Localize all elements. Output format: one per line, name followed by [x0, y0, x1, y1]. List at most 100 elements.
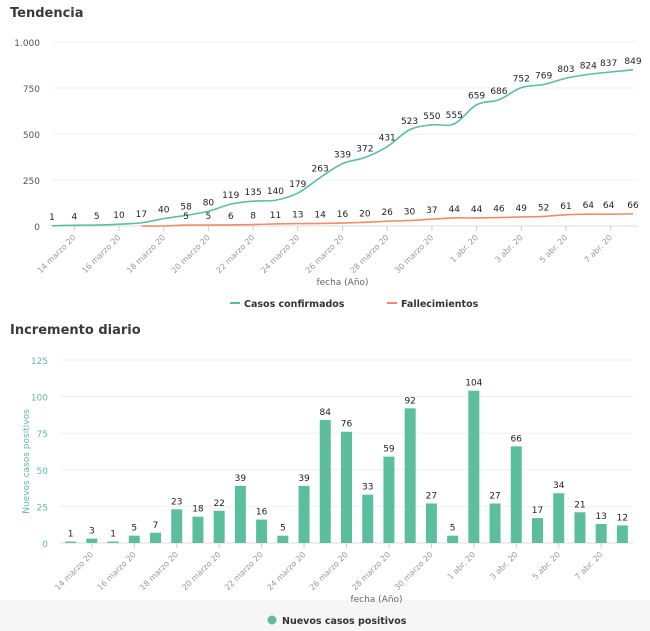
x-tick-label: 28 marzo 20	[350, 550, 392, 592]
y-tick-label: 75	[37, 430, 48, 440]
data-label: 21	[574, 500, 585, 510]
data-label: 5	[131, 524, 137, 534]
x-tick-label: 3 abr. 20	[488, 550, 519, 581]
data-label: 6	[228, 212, 234, 222]
y-tick-label: 25	[37, 503, 48, 513]
data-label: 372	[356, 145, 373, 155]
data-label: 119	[222, 191, 239, 201]
data-label: 3	[89, 527, 95, 537]
data-label: 39	[298, 474, 310, 484]
data-label: 76	[341, 420, 353, 430]
data-label: 30	[404, 207, 416, 217]
bar	[234, 485, 246, 543]
bar	[383, 456, 395, 543]
x-tick-label: 22 marzo 20	[214, 233, 256, 275]
y-tick-label: 250	[23, 177, 40, 187]
data-label: 339	[334, 151, 351, 161]
bar	[489, 503, 501, 543]
x-tick-label: 5 abr. 20	[538, 233, 569, 264]
bar	[213, 510, 225, 543]
daily-chart-title: Incremento diario	[10, 323, 141, 338]
data-label: 20	[359, 209, 371, 219]
x-tick-label: 26 marzo 20	[304, 233, 346, 275]
data-label: 1	[110, 530, 116, 540]
data-label: 10	[113, 211, 125, 221]
data-label: 23	[171, 497, 182, 507]
x-tick-label: 14 marzo 20	[36, 233, 78, 275]
legend-swatch	[267, 615, 277, 625]
x-tick-label: 28 marzo 20	[349, 233, 391, 275]
data-label: 14	[314, 210, 326, 220]
data-label: 66	[511, 434, 523, 444]
data-label: 1	[49, 213, 55, 223]
data-label: 34	[553, 481, 565, 491]
data-label: 13	[292, 211, 303, 221]
bar	[595, 523, 607, 543]
data-label: 33	[362, 483, 373, 493]
data-label: 13	[595, 512, 606, 522]
legend-label: Casos confirmados	[244, 299, 345, 310]
x-tick-label: 24 marzo 20	[265, 550, 307, 592]
x-tick-label: 30 marzo 20	[393, 550, 435, 592]
data-label: 4	[71, 212, 77, 222]
bar	[298, 485, 310, 543]
data-label: 431	[379, 134, 396, 144]
data-label: 16	[256, 508, 268, 518]
data-label: 18	[192, 505, 204, 515]
data-label: 523	[401, 117, 418, 127]
x-tick-label: 22 marzo 20	[223, 550, 265, 592]
x-tick-label: 20 marzo 20	[170, 233, 212, 275]
data-label: 1	[68, 530, 74, 540]
bar	[256, 519, 268, 543]
bar	[192, 516, 204, 543]
data-label: 752	[513, 75, 530, 85]
bar	[510, 446, 522, 543]
y-tick-label: 0	[42, 540, 48, 550]
x-tick-label: 18 marzo 20	[138, 550, 180, 592]
bar	[425, 503, 437, 543]
data-label: 46	[493, 205, 505, 215]
data-label: 11	[270, 211, 281, 221]
data-label: 5	[280, 524, 286, 534]
data-label: 40	[158, 206, 170, 216]
data-label: 44	[471, 205, 483, 215]
data-label: 263	[312, 165, 329, 175]
data-label: 555	[446, 111, 463, 121]
bar	[341, 431, 352, 543]
x-tick-label: 7 abr. 20	[583, 233, 614, 264]
data-label: 37	[426, 206, 437, 216]
trend-line-chart: 0 250 500 750 1.000 14 marzo 20 16 marzo 20 18 …	[14, 39, 642, 310]
data-label: 140	[267, 187, 284, 197]
x-tick-label: 30 marzo 20	[393, 233, 435, 275]
bar	[362, 494, 374, 543]
data-label: 803	[557, 65, 574, 75]
bar	[319, 420, 331, 543]
data-label: 27	[489, 491, 500, 501]
x-tick-label: 1 abr. 20	[446, 550, 477, 581]
data-label: 12	[617, 513, 628, 523]
x-tick-label: 3 abr. 20	[493, 233, 524, 264]
bar	[532, 518, 543, 543]
data-label: 104	[465, 379, 482, 389]
data-label: 44	[449, 205, 461, 215]
data-label: 84	[320, 408, 332, 418]
bar	[65, 541, 77, 543]
data-label: 5	[94, 212, 100, 222]
y-axis-title: Nuevos casos positivos	[22, 409, 32, 514]
data-label: 64	[603, 201, 615, 211]
data-label: 837	[600, 59, 617, 69]
data-label: 824	[580, 61, 597, 71]
legend-label: Fallecimientos	[401, 299, 479, 310]
data-label: 769	[535, 72, 552, 82]
bar	[171, 509, 183, 543]
legend-label: Nuevos casos positivos	[282, 616, 407, 627]
bar	[574, 512, 586, 543]
data-label: 849	[624, 57, 641, 67]
data-label: 7	[153, 521, 159, 531]
x-tick-label: 5 abr. 20	[531, 550, 562, 581]
bar	[404, 408, 416, 543]
data-label: 179	[289, 180, 306, 190]
data-label: 59	[383, 445, 395, 455]
data-label: 58	[180, 202, 192, 212]
